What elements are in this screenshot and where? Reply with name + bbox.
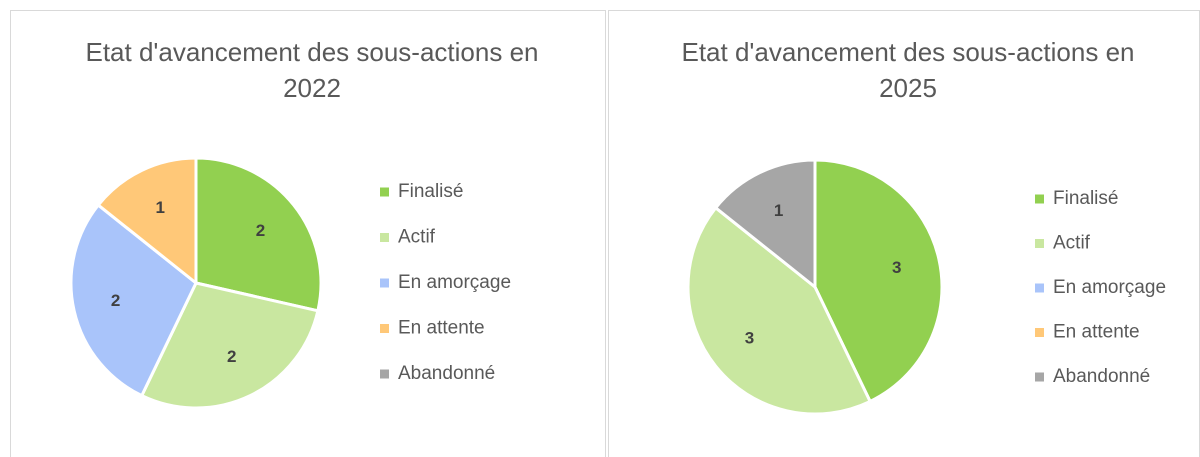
legend-swatch [1035,372,1044,382]
pie-slice [140,281,320,410]
legend-swatch [380,278,389,288]
chart-title: Etat d'avancement des sous-actions en 20… [85,37,539,103]
chart-title: Etat d'avancement des sous-actions en 20… [681,37,1135,103]
legend-swatch [1035,328,1044,337]
legend-swatch [380,369,389,379]
pie-slice [96,156,198,285]
legend-label: En amorçage [1053,277,1166,298]
legend-label: En attente [1053,322,1140,343]
data-label: 3 [892,258,901,277]
legend-label: Abandonné [1053,366,1150,387]
legend-swatch [380,233,389,242]
pie-slice [69,203,198,398]
legend-label: Actif [1053,233,1091,254]
legend-swatch [1035,283,1044,293]
legend-swatch [380,187,389,197]
legend-swatch [380,324,389,333]
legend-label: Actif [398,227,436,248]
data-label: 1 [155,198,164,217]
data-label: 2 [256,221,265,240]
legend-label: Abandonné [398,363,495,384]
legend-label: En amorçage [398,272,511,293]
pie-slice [194,156,323,313]
legend-label: Finalisé [1053,188,1118,209]
data-label: 1 [774,201,783,220]
legend-label: En attente [398,318,485,339]
pie-slice [813,158,944,403]
legend-swatch [1035,194,1044,204]
data-label: 2 [227,347,236,366]
pie-slice [714,158,817,289]
legend-swatch [1035,239,1044,248]
data-label: 3 [745,329,754,348]
legend-label: Finalisé [398,181,463,202]
pie-slice [686,206,872,416]
data-label: 2 [111,291,120,310]
